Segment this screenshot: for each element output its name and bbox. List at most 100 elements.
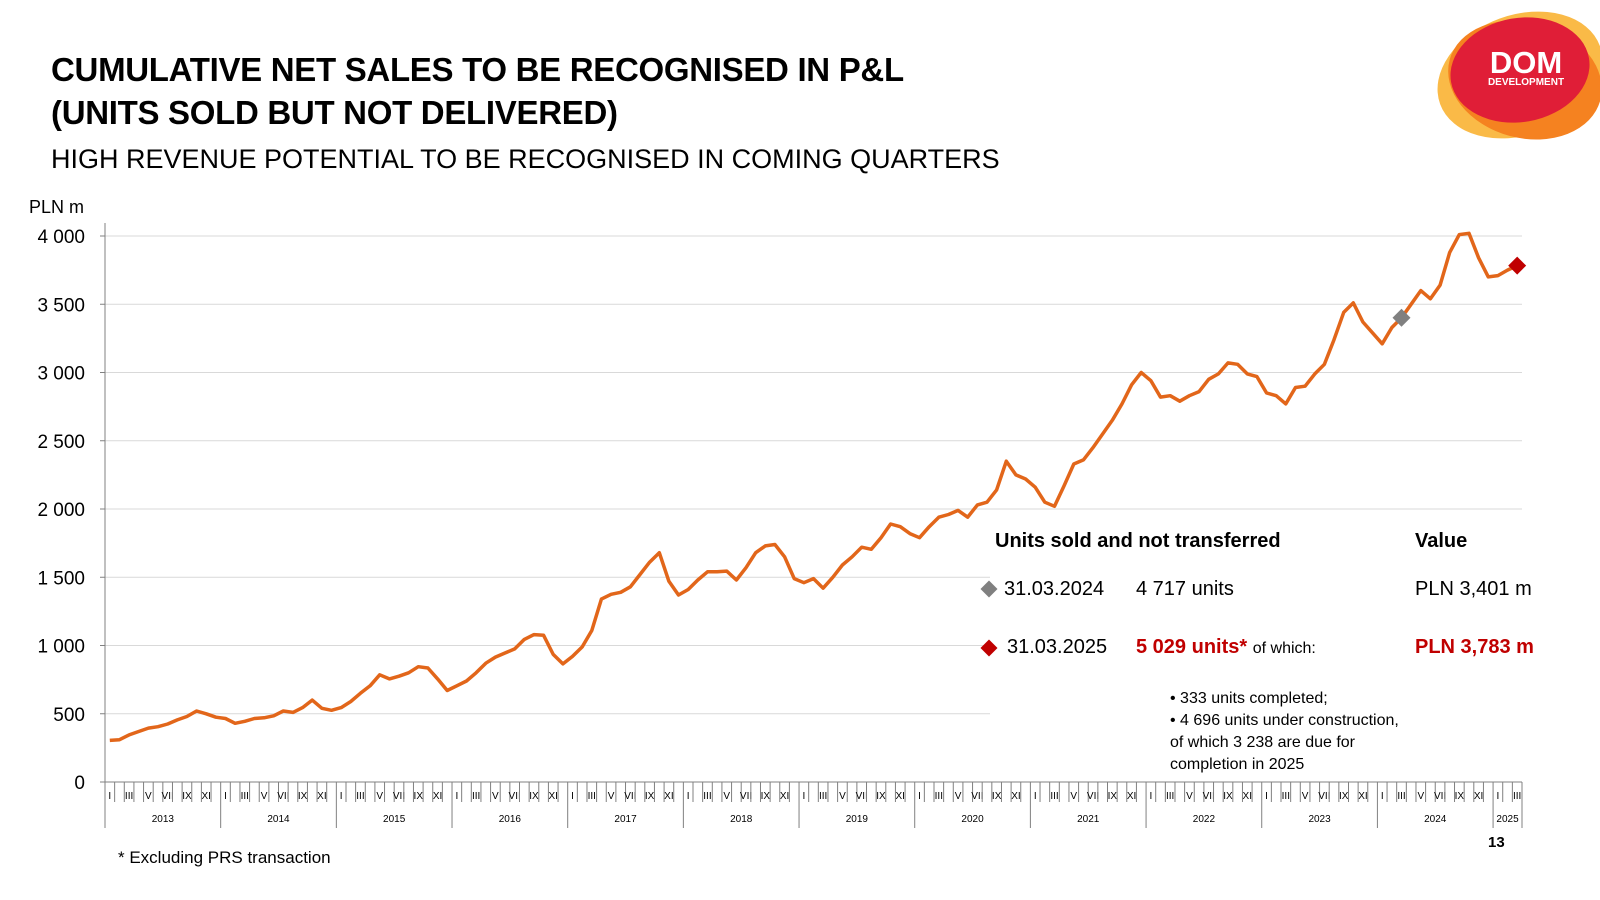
x-month-label: VII: [1318, 791, 1330, 802]
x-month-label: III: [241, 791, 249, 802]
x-month-label: V: [145, 791, 152, 802]
legend-row2-units-group: 5 029 units* of which:: [1136, 636, 1316, 659]
legend-row2-units: 5 029 units*: [1136, 636, 1248, 658]
x-month-label: IX: [1108, 791, 1118, 802]
x-month-label: XI: [1358, 791, 1367, 802]
page-subtitle: HIGH REVENUE POTENTIAL TO BE RECOGNISED …: [51, 144, 1000, 174]
x-month-label: IX: [761, 791, 771, 802]
x-month-label: I: [571, 791, 574, 802]
x-month-label: I: [1497, 791, 1500, 802]
x-month-label: III: [935, 791, 943, 802]
marker-grey-diamond: [1392, 308, 1411, 327]
x-month-label: XI: [1243, 791, 1252, 802]
x-month-label: VII: [277, 791, 289, 802]
legend-row1-date: 31.03.2024: [1004, 578, 1105, 600]
x-month-label: I: [455, 791, 458, 802]
legend-panel: Units sold and not transferred Value 31.…: [980, 520, 1570, 780]
x-month-label: VII: [393, 791, 405, 802]
marker-red-diamond: [1508, 256, 1527, 275]
y-tick-label: 2 500: [37, 432, 85, 453]
x-month-label: I: [1381, 791, 1384, 802]
title-line-2: (UNITS SOLD BUT NOT DELIVERED): [51, 94, 618, 131]
x-axis: I III V VII IX XI I III V VII IX XI I III V VII IX XI I III…: [104, 781, 1523, 828]
x-month-label: VII: [162, 791, 174, 802]
y-axis: 0 500 1 000 1 500 2 000 2 500 3 000 3 500 4 000: [37, 223, 106, 794]
x-month-label: III: [703, 791, 711, 802]
legend-row2-date: 31.03.2025: [1007, 636, 1108, 658]
x-month-label: V: [1186, 791, 1193, 802]
x-month-label: V: [376, 791, 383, 802]
logo-shape-red: [1450, 17, 1590, 123]
x-month-label: XI: [1474, 791, 1483, 802]
x-month-label: XI: [780, 791, 789, 802]
y-tick-label: 500: [53, 705, 85, 726]
x-month-label: V: [723, 791, 730, 802]
x-month-label: XI: [201, 791, 210, 802]
legend-bullet-4: completion in 2025: [1170, 756, 1305, 773]
title-line-1: CUMULATIVE NET SALES TO BE RECOGNISED IN…: [51, 51, 904, 88]
x-month-label: I: [340, 791, 343, 802]
x-month-label: III: [1513, 791, 1521, 802]
x-month-label: IX: [876, 791, 886, 802]
x-month-label: IX: [182, 791, 192, 802]
x-month-label: I: [1149, 791, 1152, 802]
x-year-label: 2013: [152, 814, 175, 825]
x-month-label: VII: [1203, 791, 1215, 802]
x-month-label: IX: [1339, 791, 1349, 802]
legend-row1-units: 4 717 units: [1136, 578, 1234, 600]
footnote: * Excluding PRS transaction: [118, 848, 331, 867]
x-year-label: 2024: [1424, 814, 1447, 825]
y-axis-label: PLN m: [29, 197, 84, 217]
logo-text-dom: DOM: [1490, 45, 1562, 80]
page-title: CUMULATIVE NET SALES TO BE RECOGNISED IN…: [51, 48, 904, 134]
x-month-label: III: [356, 791, 364, 802]
x-month-label: VII: [1087, 791, 1099, 802]
x-month-label: VII: [1434, 791, 1446, 802]
x-month-label: VII: [856, 791, 868, 802]
x-month-label: V: [955, 791, 962, 802]
x-month-label: I: [224, 791, 227, 802]
x-year-label: 2019: [846, 814, 869, 825]
x-month-label: III: [588, 791, 596, 802]
x-month-label: I: [1034, 791, 1037, 802]
x-month-label: I: [1265, 791, 1268, 802]
x-month-label: IX: [645, 791, 655, 802]
legend-row2-units-suffix: of which:: [1252, 640, 1316, 657]
x-month-label: IX: [414, 791, 424, 802]
y-tick-label: 4 000: [37, 227, 85, 248]
x-year-label: 2016: [499, 814, 522, 825]
x-month-label: V: [608, 791, 615, 802]
x-month-label: V: [839, 791, 846, 802]
x-month-label: V: [1070, 791, 1077, 802]
legend-row2-value: PLN 3,783 m: [1415, 636, 1534, 658]
x-month-label: I: [918, 791, 921, 802]
x-month-label: III: [1282, 791, 1290, 802]
chart-markers: [1392, 256, 1527, 327]
x-month-label: VII: [971, 791, 983, 802]
y-tick-label: 1 000: [37, 637, 85, 658]
x-year-label: 2018: [730, 814, 753, 825]
x-year-label: 2022: [1193, 814, 1216, 825]
x-year-label: 2017: [614, 814, 637, 825]
x-month-label: VII: [740, 791, 752, 802]
y-tick-label: 0: [74, 773, 85, 794]
logo-text-development: DEVELOPMENT: [1488, 77, 1564, 88]
x-year-label: 2025: [1496, 814, 1519, 825]
x-month-label: VII: [509, 791, 521, 802]
x-year-label: 2015: [383, 814, 406, 825]
x-month-label: XI: [1127, 791, 1136, 802]
x-month-label: V: [1302, 791, 1309, 802]
x-month-label: XI: [664, 791, 673, 802]
legend-header-units: Units sold and not transferred: [995, 530, 1281, 552]
x-month-label: XI: [896, 791, 905, 802]
x-month-label: III: [1166, 791, 1174, 802]
x-month-label: V: [261, 791, 268, 802]
legend-bullet-1: • 333 units completed;: [1170, 690, 1328, 707]
legend-row1-value: PLN 3,401 m: [1415, 578, 1532, 600]
x-month-label: XI: [433, 791, 442, 802]
x-month-label: IX: [1455, 791, 1465, 802]
x-month-label: I: [108, 791, 111, 802]
x-month-label: XI: [1011, 791, 1020, 802]
x-month-label: III: [1397, 791, 1405, 802]
